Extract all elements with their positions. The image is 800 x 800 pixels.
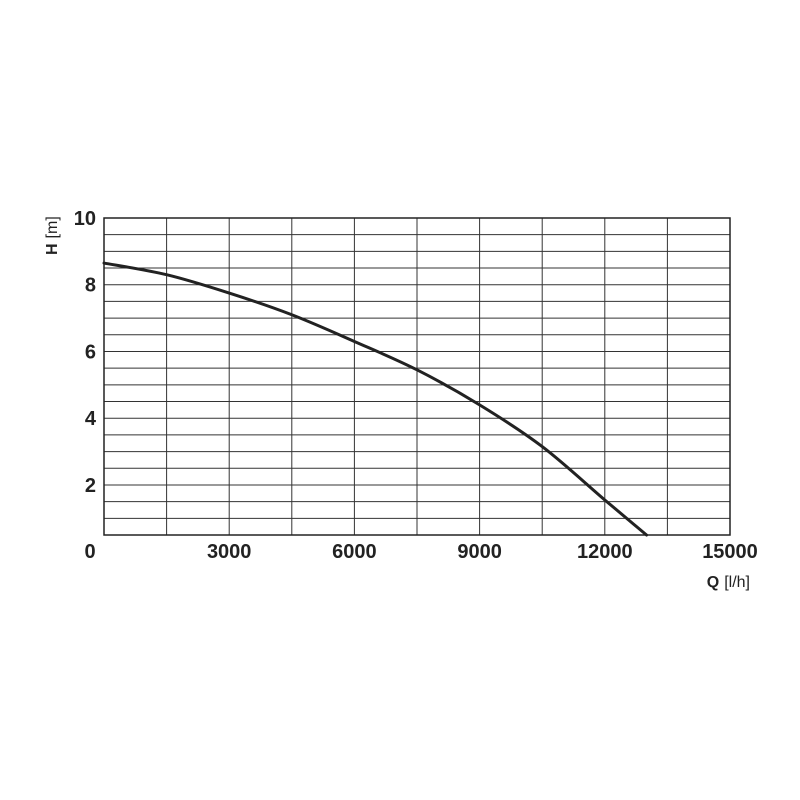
x-axis-symbol: Q <box>707 574 719 591</box>
y-tick-labels: 2 4 6 8 10 <box>74 208 97 497</box>
y-axis-label: H [m] <box>44 216 61 255</box>
x-tick-label: 6000 <box>332 541 377 563</box>
y-tick-label: 8 <box>85 275 96 297</box>
series-line <box>102 261 649 537</box>
x-axis-label: Q [l/h] <box>707 574 750 591</box>
plot-frame <box>103 217 731 536</box>
x-tick-label: 12000 <box>577 541 633 563</box>
x-tick-label: 0 <box>84 541 95 563</box>
y-tick-label: 6 <box>85 341 96 363</box>
x-tick-labels: 0 3000 6000 9000 12000 15000 <box>84 541 757 563</box>
x-tick-label: 3000 <box>207 541 252 563</box>
y-tick-label: 4 <box>85 408 97 430</box>
x-tick-label: 9000 <box>457 541 502 563</box>
x-axis-unit: [l/h] <box>724 574 750 591</box>
y-axis-unit: [m] <box>44 216 61 238</box>
x-tick-label: 15000 <box>702 541 758 563</box>
chart-grid <box>103 217 731 536</box>
y-tick-label: 2 <box>85 475 96 497</box>
y-tick-label: 10 <box>74 208 96 230</box>
y-axis-symbol: H <box>44 243 61 255</box>
performance-curve-group <box>102 261 649 537</box>
